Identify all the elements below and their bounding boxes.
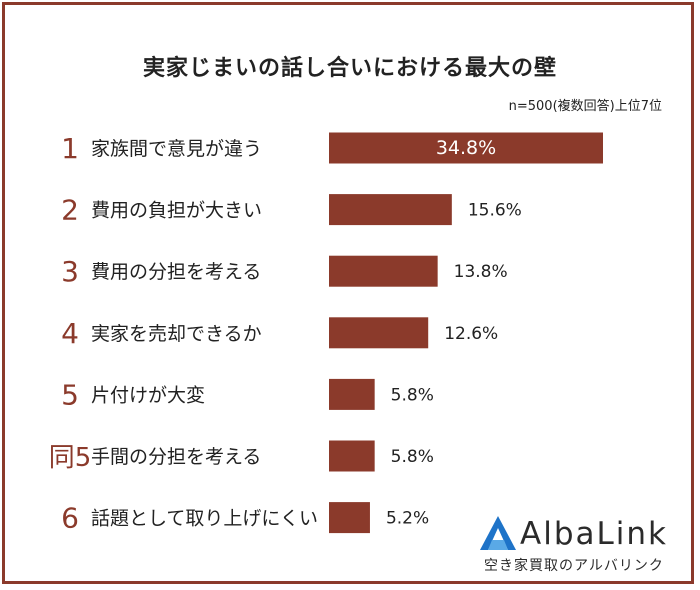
value-label: 34.8% bbox=[436, 137, 496, 159]
category-label: 実家を売却できるか bbox=[91, 323, 262, 345]
rank-label: 4 bbox=[61, 317, 79, 350]
bar bbox=[329, 440, 375, 472]
value-label: 5.2% bbox=[386, 509, 429, 529]
rank-label: 同5 bbox=[49, 443, 92, 473]
rank-label: 5 bbox=[61, 378, 79, 411]
value-label: 13.8% bbox=[454, 262, 508, 282]
bar bbox=[329, 255, 438, 287]
category-label: 話題として取り上げにくい bbox=[91, 508, 318, 530]
brand-logo: AlbaLink 空き家買取のアルバリンク bbox=[476, 512, 676, 582]
value-label: 5.8% bbox=[391, 447, 434, 467]
category-label: 家族間で意見が違う bbox=[91, 138, 262, 160]
chart-title: 実家じまいの話し合いにおける最大の壁 bbox=[142, 56, 557, 81]
category-label: 片付けが大変 bbox=[91, 384, 205, 406]
rank-label: 3 bbox=[61, 255, 79, 288]
category-label: 費用の分担を考える bbox=[91, 261, 261, 283]
value-label: 5.8% bbox=[391, 385, 434, 405]
category-label: 費用の負担が大きい bbox=[91, 200, 262, 222]
value-label: 12.6% bbox=[444, 324, 498, 344]
albalink-logo-icon bbox=[480, 516, 516, 550]
chart-frame bbox=[2, 2, 694, 584]
brand-tagline: 空き家買取のアルバリンク bbox=[484, 558, 664, 574]
value-label: 15.6% bbox=[468, 201, 522, 221]
bar bbox=[329, 194, 452, 226]
bar bbox=[329, 502, 370, 534]
rank-label: 6 bbox=[61, 502, 79, 535]
rank-label: 1 bbox=[61, 132, 79, 165]
brand-name: AlbaLink bbox=[520, 516, 668, 552]
bar bbox=[329, 317, 429, 349]
bar bbox=[329, 378, 375, 410]
category-label: 手間の分担を考える bbox=[91, 446, 261, 468]
sample-note: n=500(複数回答)上位7位 bbox=[508, 99, 662, 114]
rank-label: 2 bbox=[61, 194, 79, 227]
bar bbox=[329, 132, 603, 164]
